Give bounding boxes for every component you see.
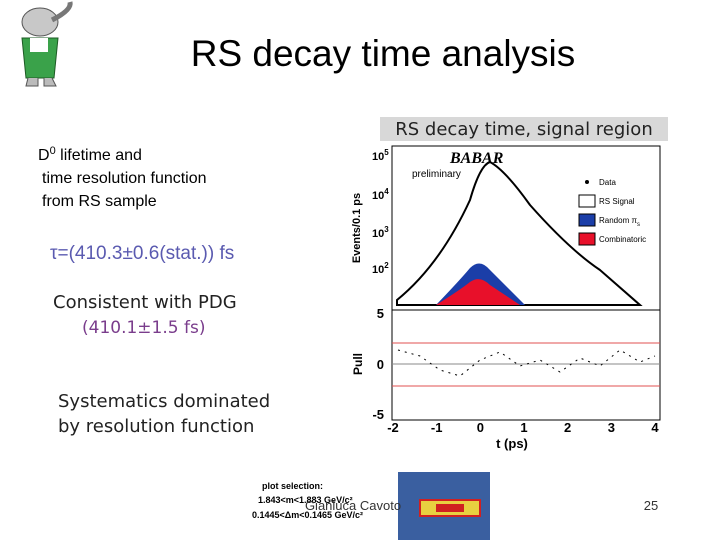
legend-label: RS Signal: [599, 197, 635, 206]
x-tick-label: -1: [431, 420, 443, 435]
legend-label: Data: [599, 178, 616, 187]
inset-text: 0.1445<Δm<0.1465 GeV/c²: [252, 510, 363, 520]
y-tick-label: 103: [372, 225, 389, 240]
legend-label: Combinatoric: [599, 235, 646, 244]
pdg-value: (410.1±1.5 fs): [82, 318, 205, 338]
pull-tick-label: -5: [372, 407, 384, 422]
x-axis-label: t (ps): [496, 436, 528, 451]
slide-title: RS decay time analysis: [191, 33, 576, 74]
inset: [398, 472, 490, 540]
systematics-text: by resolution function: [58, 416, 254, 437]
x-tick-label: 1: [520, 420, 527, 435]
left-text: D0 lifetime and: [38, 145, 142, 164]
pull-tick-label: 0: [377, 357, 384, 372]
inset-text: plot selection:: [262, 481, 323, 491]
pdg-text: Consistent with PDG: [53, 292, 237, 313]
legend-swatch: [578, 232, 596, 246]
y-tick-label: 104: [372, 187, 389, 202]
pull-tick-label: 5: [377, 306, 384, 321]
x-tick-label: -2: [387, 420, 399, 435]
page-number: 25: [644, 498, 658, 513]
x-tick-label: 4: [651, 420, 659, 435]
inset-text: 1.843<m<1.883 GeV/c²: [258, 495, 353, 505]
legend-swatch: [585, 180, 589, 184]
left-text: from RS sample: [42, 193, 157, 210]
x-tick-label: 2: [564, 420, 571, 435]
legend-label: Random πs: [599, 216, 640, 228]
y-axis-label: Events/0.1 ps: [351, 193, 363, 263]
experiment: BABAR: [449, 150, 504, 167]
y-tick-label: 102: [372, 261, 389, 276]
status: preliminary: [412, 169, 461, 180]
left-text: time resolution function: [42, 170, 207, 187]
plot-title: RS decay time, signal region: [395, 119, 652, 140]
result: τ=(410.3±0.6(stat.)) fs: [50, 243, 234, 264]
plot-title-box: [380, 117, 668, 141]
systematics-text: Systematics dominated: [58, 391, 270, 412]
plot-frame: [391, 145, 661, 421]
x-tick-label: 0: [477, 420, 484, 435]
pull-axis-label: Pull: [351, 353, 365, 375]
x-tick-label: 3: [608, 420, 615, 435]
footer-author: Gianluca Cavoto: [305, 498, 401, 513]
logo: [21, 1, 73, 87]
legend-swatch: [578, 213, 596, 227]
y-tick-label: 105: [372, 148, 389, 163]
legend-swatch: [578, 194, 596, 208]
